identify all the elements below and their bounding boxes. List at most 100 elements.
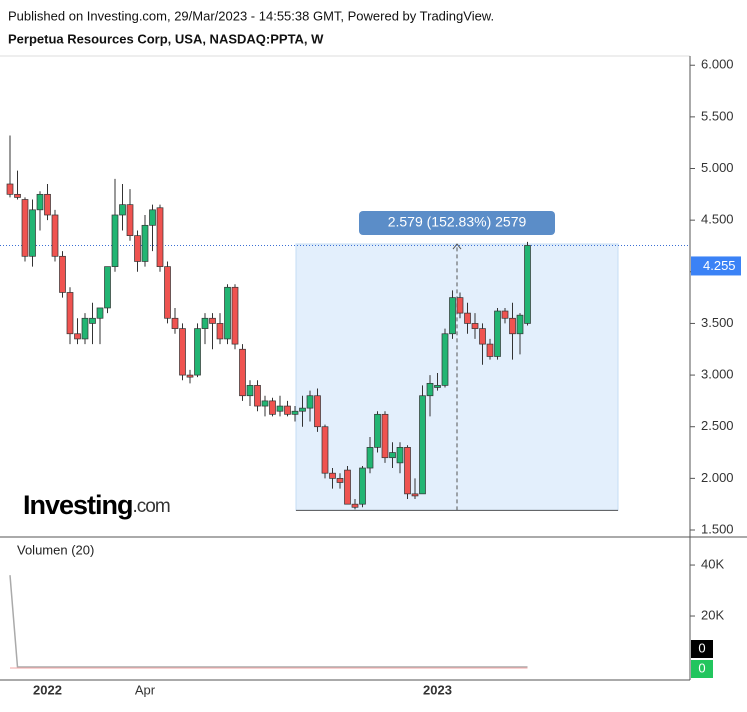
measure-label-bg (359, 211, 555, 236)
candle-body (411, 493, 419, 497)
candle-body (96, 307, 104, 319)
candle-body (314, 395, 321, 428)
published-note: Published on Investing.com, 29/Mar/2023 … (8, 8, 494, 23)
candle-body (299, 407, 306, 412)
candle-body (134, 235, 141, 262)
x-tick-label: 2022 (33, 682, 62, 697)
candle-body (291, 410, 299, 415)
candle-body (479, 328, 486, 345)
measure-label: 2.579 (152.83%) 2579 (388, 214, 527, 230)
y-tick-label: 4.500 (701, 212, 734, 227)
candle-body (359, 467, 366, 505)
candle-body (51, 214, 59, 257)
candle-body (156, 207, 164, 267)
y-tick-label: 20K (701, 607, 724, 622)
candle-body (201, 317, 209, 329)
candle-body (449, 297, 456, 335)
candle-body (149, 209, 156, 226)
candle-body (486, 343, 494, 357)
candle-body (14, 193, 21, 198)
last-price-tag: 4.255 (703, 258, 736, 273)
candle-body (111, 214, 119, 267)
candle-body (524, 245, 531, 324)
y-tick-label: 3.000 (701, 367, 734, 382)
y-tick-label: 5.500 (701, 108, 734, 123)
candle-body (419, 395, 426, 495)
candle-body (366, 447, 374, 469)
candle-body (246, 385, 254, 397)
candle-body (66, 292, 74, 335)
candle-body (381, 413, 389, 459)
volume-last-tag-bg (691, 660, 713, 678)
candle-body (426, 382, 434, 397)
candle-body (119, 204, 126, 216)
candle-body (261, 400, 269, 407)
candle-body (74, 333, 81, 340)
candle-body (81, 317, 89, 340)
candle-body (239, 348, 246, 397)
candle-body (494, 310, 501, 357)
candle-body (44, 193, 51, 216)
y-tick-label: 6.000 (701, 57, 734, 72)
measure-arrowhead (452, 243, 462, 250)
candle-body (254, 385, 261, 407)
last-price-tag-bg (691, 256, 741, 276)
candle-body (194, 328, 201, 376)
candle-body (216, 323, 224, 340)
candle-body (396, 447, 404, 464)
y-tick-label: 5.000 (701, 160, 734, 175)
volume-last-tag: 0 (698, 660, 705, 675)
y-tick-label: 1.500 (701, 521, 734, 536)
symbol-title: Perpetua Resources Corp, USA, NASDAQ:PPT… (8, 31, 324, 46)
x-tick-label: Apr (135, 682, 156, 697)
candle-body (501, 310, 509, 319)
candle-body (321, 426, 329, 474)
volume-line (9, 575, 528, 668)
candle-body (126, 204, 134, 236)
y-tick-label: 3.500 (701, 315, 734, 330)
candle-body (516, 314, 524, 335)
x-tick-label: 2023 (423, 682, 452, 697)
candle-body (374, 413, 381, 448)
candle-body (231, 286, 239, 345)
candle-body (186, 374, 194, 378)
candle-body (36, 193, 44, 211)
candle-body (59, 255, 66, 293)
candle-body (6, 183, 14, 195)
candle-body (276, 405, 284, 412)
candle-body (209, 317, 216, 324)
candle-body (471, 323, 479, 329)
volume-tag-bg (691, 640, 713, 658)
candle-body (351, 503, 359, 508)
candle-body (404, 447, 411, 495)
candle-body (141, 224, 149, 262)
candle-body (284, 405, 291, 415)
logo: Investing.com (23, 490, 170, 520)
candle-body (441, 333, 449, 386)
candle-body (21, 199, 29, 257)
volume-title: Volumen (20) (17, 542, 94, 557)
y-tick-label: 2.000 (701, 470, 734, 485)
y-tick-label: 2.500 (701, 418, 734, 433)
candle-body (29, 209, 36, 257)
candle-body (434, 385, 441, 388)
logo-main: Investing (23, 490, 133, 520)
volume-tag: 0 (698, 640, 705, 655)
candle-body (164, 266, 171, 319)
candle-body (456, 297, 464, 314)
candle-body (89, 317, 96, 324)
candle-body (336, 478, 344, 483)
candle-body (344, 469, 351, 505)
candle-body (329, 472, 336, 479)
y-tick-label: 40K (701, 556, 724, 571)
candle-body (306, 395, 314, 409)
candle-body (269, 400, 276, 415)
candle-body (464, 312, 471, 324)
candle-body (171, 317, 179, 329)
candle-body (104, 266, 111, 309)
candle-body (389, 452, 396, 459)
logo-suffix: .com (133, 496, 170, 517)
candle-body (509, 317, 516, 335)
candle-body (179, 328, 186, 376)
